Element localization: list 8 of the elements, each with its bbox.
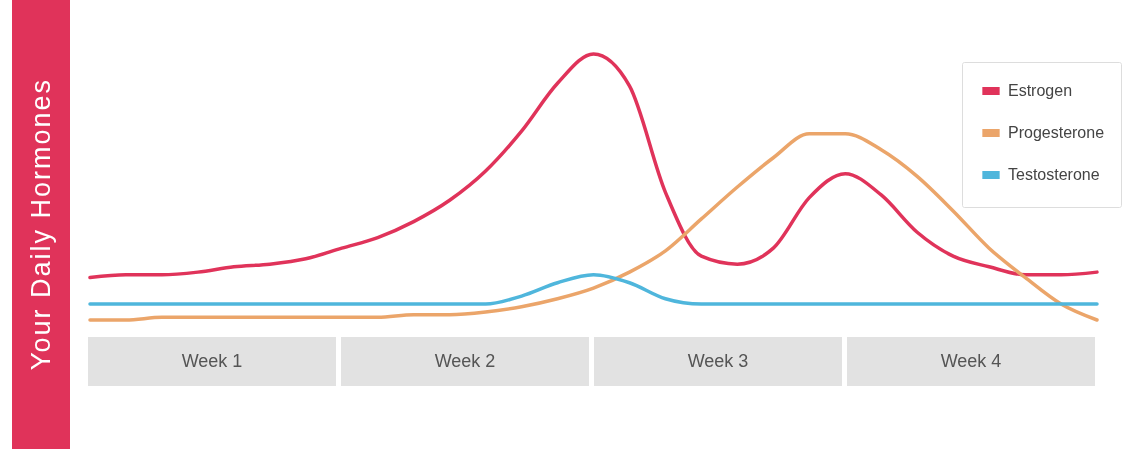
legend-label: Progesterone <box>1008 124 1105 141</box>
text: Week 2 <box>341 337 589 386</box>
text: Week 1 <box>88 337 336 386</box>
text: Week 3 <box>594 337 842 386</box>
legend-label: Testosterone <box>1008 166 1100 183</box>
text: Week 4 <box>847 337 1095 386</box>
legend-label: Estrogen <box>1008 82 1073 99</box>
text: Your Daily Hormones <box>25 78 57 371</box>
